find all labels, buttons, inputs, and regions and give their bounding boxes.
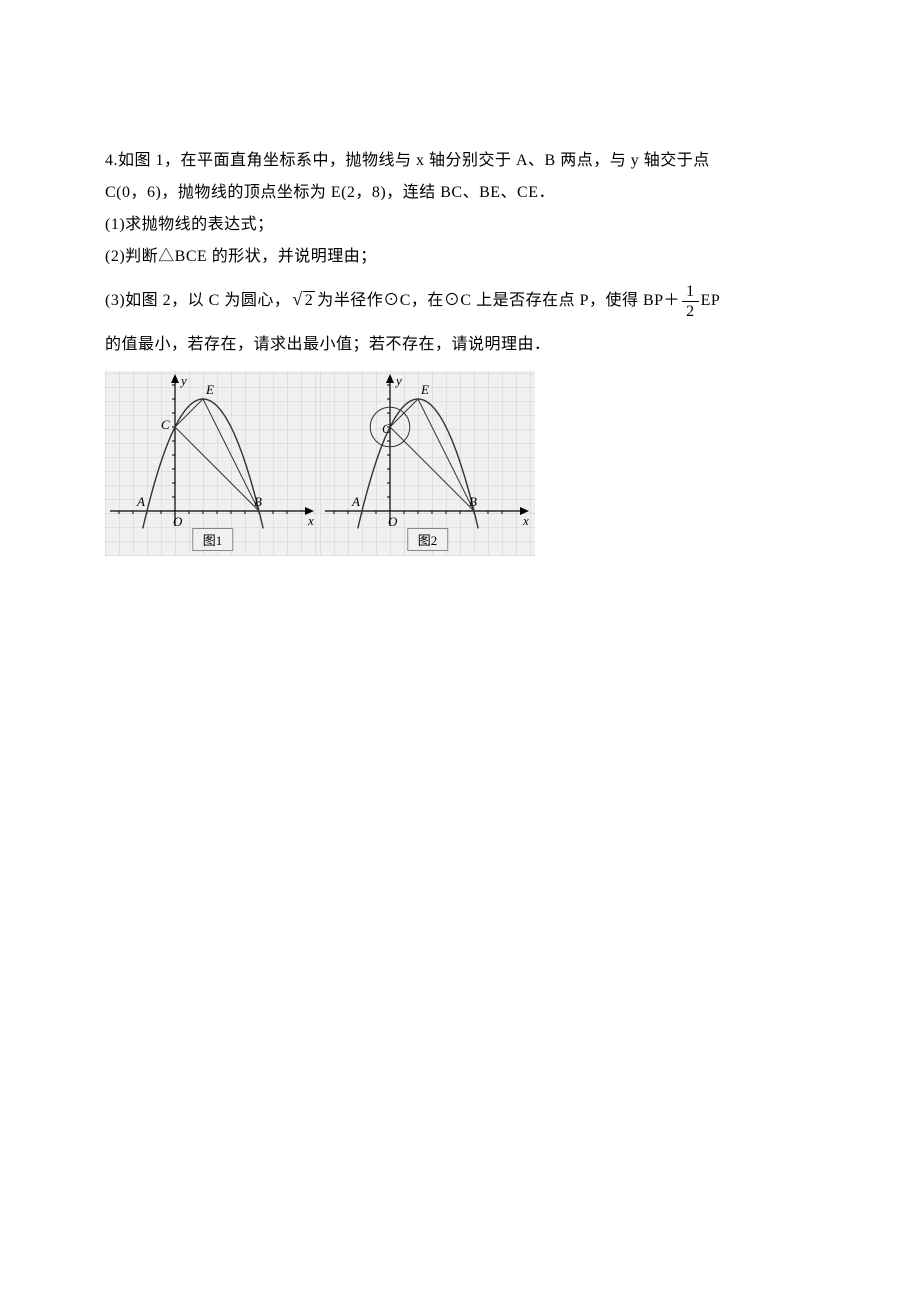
svg-text:x: x	[522, 513, 529, 528]
svg-text:E: E	[205, 382, 214, 397]
svg-text:y: y	[179, 373, 187, 388]
question-3-line1: (3)如图 2，以 C 为圆心，2为半径作⊙C，在⊙C 上是否存在点 P，使得 …	[105, 281, 820, 321]
svg-text:A: A	[351, 494, 360, 509]
intro-paragraph: 4.如图 1，在平面直角坐标系中，抛物线与 x 轴分别交于 A、B 两点，与 y…	[105, 145, 820, 177]
q3-part3: EP	[701, 292, 721, 309]
q3-part1: (3)如图 2，以 C 为圆心，	[105, 292, 290, 309]
question-2: (2)判断△BCE 的形状，并说明理由；	[105, 241, 820, 273]
svg-text:B: B	[469, 494, 477, 509]
problem-number: 4.	[105, 152, 118, 169]
svg-text:C: C	[161, 417, 170, 432]
svg-text:C: C	[382, 421, 391, 436]
problem-statement: 4.如图 1，在平面直角坐标系中，抛物线与 x 轴分别交于 A、B 两点，与 y…	[105, 145, 820, 361]
q3-part2: 为半径作⊙C，在⊙C 上是否存在点 P，使得 BP＋	[317, 292, 680, 309]
svg-text:O: O	[388, 514, 398, 529]
figure-1-container: A B C E Ox y 图1	[105, 371, 320, 556]
svg-text:y: y	[394, 373, 402, 388]
svg-text:A: A	[136, 494, 145, 509]
svg-text:E: E	[420, 382, 429, 397]
fraction-half: 12	[682, 282, 699, 321]
figure-2-container: A B C E Ox y 图2	[320, 371, 535, 556]
question-3-line2: 的值最小，若存在，请求出最小值；若不存在，请说明理由．	[105, 329, 820, 361]
svg-text:x: x	[307, 513, 314, 528]
figure-2-label: 图2	[407, 528, 449, 551]
intro-line1: 如图 1，在平面直角坐标系中，抛物线与 x 轴分别交于 A、B 两点，与 y 轴…	[118, 152, 710, 169]
sqrt-2: 2	[292, 281, 315, 317]
intro-line2: C(0，6)，抛物线的顶点坐标为 E(2，8)，连结 BC、BE、CE．	[105, 177, 820, 209]
figures-row: A B C E Ox y 图1 A B C E Ox y 图2	[105, 371, 820, 556]
svg-text:O: O	[173, 514, 183, 529]
question-1: (1)求抛物线的表达式；	[105, 209, 820, 241]
svg-text:B: B	[254, 494, 262, 509]
figure-1-label: 图1	[192, 528, 234, 551]
